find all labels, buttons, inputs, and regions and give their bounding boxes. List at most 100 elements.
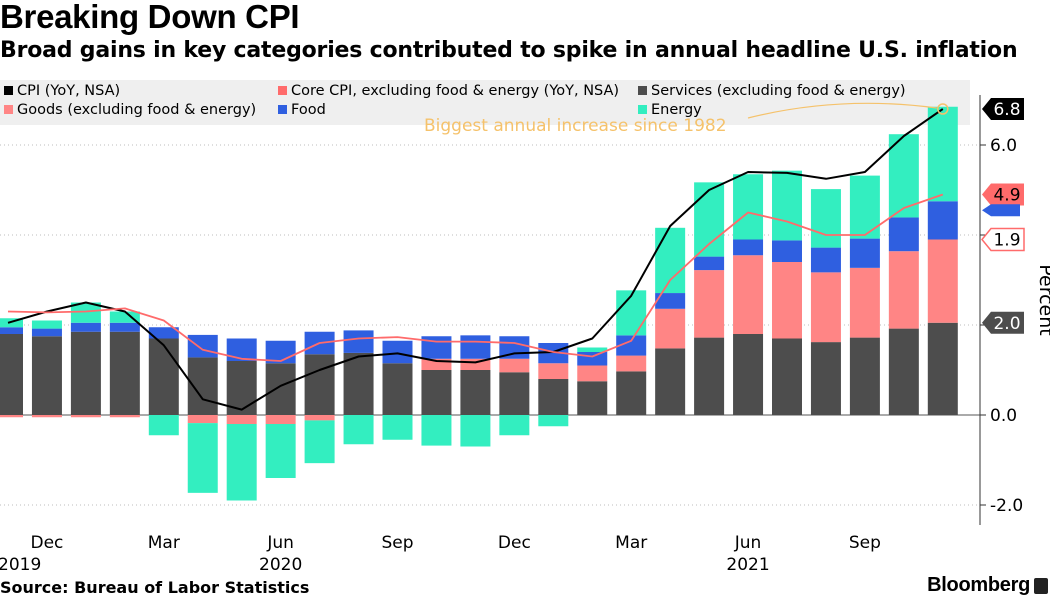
legend-label-services: Services (excluding food & energy) [651,83,906,99]
bar-services-8 [304,354,335,415]
bar-food-16 [616,335,647,356]
end-label: 1.9 [981,227,1025,252]
bar-services-13 [499,372,530,415]
bar-services-1 [31,336,62,415]
bar-services-14 [538,379,569,415]
end-label-value: 4.9 [993,186,1020,206]
bar-food-14 [538,343,569,364]
x-tick-label: Dec [30,533,63,553]
end-label-bg [982,311,1024,334]
annotation-leader [747,102,937,119]
bar-food-1 [31,328,62,337]
y-tick-label: 6.0 [990,136,1017,156]
bar-services-3 [109,331,140,415]
x-tick-label: Sep [849,533,881,553]
bar-goods-20 [772,262,802,339]
end-label-value: 2.0 [993,314,1020,334]
bar-goods-16 [616,355,647,372]
bar-energy-12 [460,415,491,447]
bar-goods-11 [421,358,452,370]
x-tick-label: Jun [734,533,762,553]
bar-energy-9 [343,415,374,445]
bar-services-20 [772,338,802,415]
x-tick-label: Sep [381,533,413,553]
bar-services-18 [694,337,725,415]
bar-services-7 [265,363,296,415]
x-year-label: 2020 [259,555,302,575]
bar-goods-15 [577,365,608,382]
chart-subtitle: Broad gains in key categories contribute… [0,38,1018,63]
bar-services-0 [0,334,23,415]
bar-goods-7 [265,415,296,424]
bar-energy-2 [70,302,101,323]
bar-services-2 [70,331,101,415]
bar-energy-18 [694,182,725,257]
end-label: 4.9 [982,183,1024,206]
legend-swatch-food [278,105,287,114]
bar-food-17 [655,293,686,309]
end-label-value: 1.9 [993,231,1020,251]
bar-food-2 [70,322,101,332]
annotation-marker [937,103,949,115]
bar-energy-10 [382,415,413,440]
bar-food-12 [460,335,491,359]
legend-label-core: Core CPI, excluding food & energy (YoY, … [291,83,619,99]
y-axis-title: Percent [1035,264,1050,336]
bar-energy-17 [655,227,686,294]
bar-goods-6 [226,415,257,424]
bar-energy-1 [31,320,62,329]
x-tick-label: Jun [266,533,294,553]
x-tick-label: Mar [148,533,180,553]
bar-energy-4 [148,415,179,436]
legend-label-food: Food [291,102,326,118]
bar-energy-11 [421,415,452,446]
bar-energy-5 [187,423,218,493]
bar-energy-23 [888,134,919,218]
end-label-value: 6.8 [993,100,1020,120]
bar-goods-5 [187,415,218,424]
x-year-label: 2021 [726,555,769,575]
chart-title: Breaking Down CPI [0,0,300,35]
bar-goods-18 [694,270,725,338]
line-cpi [7,108,944,411]
bar-energy-8 [304,420,335,464]
bar-energy-15 [577,347,608,352]
end-label-bg [982,98,1024,120]
bar-goods-23 [888,251,919,329]
bar-energy-22 [849,175,880,239]
bar-energy-20 [772,170,802,241]
legend-label-energy: Energy [651,102,702,118]
legend-swatch-goods [4,105,13,114]
bar-energy-13 [499,415,530,436]
bar-food-3 [109,322,140,332]
bar-services-23 [888,328,919,415]
end-label-food-marker [982,204,1020,217]
bar-goods-19 [733,255,764,334]
bar-food-24 [927,201,958,240]
bar-food-23 [888,217,919,252]
brand-logo: Bloomberg [927,574,1030,596]
bar-food-6 [226,338,257,361]
bar-food-0 [0,327,23,334]
bar-energy-19 [733,174,764,240]
end-label-bg [981,227,1025,252]
line-core [7,193,944,362]
bar-services-15 [577,381,608,415]
y-tick-label: -2.0 [990,496,1023,516]
annotation-text: Biggest annual increase since 1982 [424,116,727,136]
legend-label-cpi: CPI (YoY, NSA) [17,83,120,99]
bar-goods-21 [810,272,841,343]
bar-food-15 [577,352,608,366]
legend-swatch-energy [638,105,647,114]
bar-food-10 [382,340,413,364]
bar-services-9 [343,352,374,415]
bar-services-21 [810,342,841,415]
y-tick-label: 0.0 [990,406,1017,426]
bar-services-11 [421,370,452,415]
bar-food-21 [810,247,841,273]
end-label: 2.0 [982,311,1024,334]
bar-goods-22 [849,267,880,338]
bloomberg-icon [1034,578,1048,594]
bar-food-9 [343,330,374,353]
